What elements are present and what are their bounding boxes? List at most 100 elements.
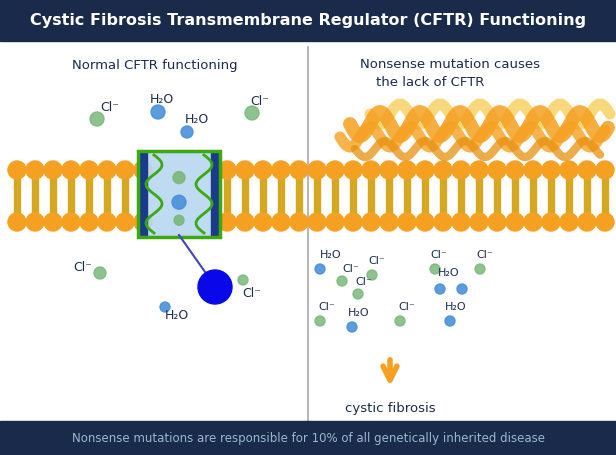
Bar bbox=[584, 179, 590, 197]
Bar bbox=[476, 179, 482, 197]
Circle shape bbox=[98, 213, 116, 232]
Circle shape bbox=[506, 162, 524, 180]
Text: H₂O: H₂O bbox=[445, 301, 467, 311]
Text: cystic fibrosis: cystic fibrosis bbox=[345, 401, 436, 414]
Text: Cystic Fibrosis Transmembrane Regulator (CFTR) Functioning: Cystic Fibrosis Transmembrane Regulator … bbox=[30, 14, 586, 28]
Text: H₂O: H₂O bbox=[348, 307, 370, 317]
Bar bbox=[440, 197, 446, 214]
Circle shape bbox=[290, 162, 308, 180]
Bar bbox=[332, 179, 338, 197]
Bar bbox=[296, 197, 302, 214]
Circle shape bbox=[181, 127, 193, 139]
Bar bbox=[548, 179, 554, 197]
Circle shape bbox=[236, 162, 254, 180]
Bar bbox=[122, 179, 128, 197]
Circle shape bbox=[380, 162, 398, 180]
Circle shape bbox=[578, 162, 596, 180]
Circle shape bbox=[367, 270, 377, 280]
Circle shape bbox=[395, 316, 405, 326]
Bar bbox=[440, 179, 446, 197]
Text: Cl⁻: Cl⁻ bbox=[73, 261, 92, 274]
Bar bbox=[422, 179, 428, 197]
Circle shape bbox=[80, 162, 98, 180]
Text: Nonsense mutation causes: Nonsense mutation causes bbox=[360, 58, 540, 71]
Circle shape bbox=[116, 213, 134, 232]
Bar bbox=[32, 197, 38, 214]
Circle shape bbox=[236, 213, 254, 232]
Bar bbox=[224, 197, 230, 214]
Bar bbox=[494, 197, 500, 214]
Text: Cl⁻: Cl⁻ bbox=[342, 263, 359, 273]
Circle shape bbox=[218, 162, 236, 180]
Text: H₂O: H₂O bbox=[438, 268, 460, 278]
Bar bbox=[350, 179, 356, 197]
Circle shape bbox=[174, 216, 184, 226]
Circle shape bbox=[26, 213, 44, 232]
Circle shape bbox=[416, 213, 434, 232]
Circle shape bbox=[542, 162, 560, 180]
Circle shape bbox=[353, 289, 363, 299]
Circle shape bbox=[80, 213, 98, 232]
Circle shape bbox=[8, 213, 26, 232]
Circle shape bbox=[475, 264, 485, 274]
Circle shape bbox=[398, 162, 416, 180]
Circle shape bbox=[560, 162, 578, 180]
Circle shape bbox=[272, 213, 290, 232]
Bar bbox=[404, 179, 410, 197]
Bar bbox=[530, 197, 536, 214]
Circle shape bbox=[90, 113, 104, 127]
Bar bbox=[512, 179, 518, 197]
Circle shape bbox=[488, 162, 506, 180]
Bar bbox=[314, 179, 320, 197]
Circle shape bbox=[435, 284, 445, 294]
Circle shape bbox=[488, 213, 506, 232]
Circle shape bbox=[452, 213, 470, 232]
Text: the lack of CFTR: the lack of CFTR bbox=[376, 76, 484, 88]
Circle shape bbox=[326, 213, 344, 232]
Bar bbox=[140, 179, 146, 197]
Circle shape bbox=[151, 106, 165, 120]
Circle shape bbox=[596, 213, 614, 232]
Text: Cl⁻: Cl⁻ bbox=[368, 255, 385, 265]
Circle shape bbox=[362, 162, 380, 180]
Bar bbox=[68, 197, 74, 214]
Bar bbox=[50, 197, 56, 214]
Text: H₂O: H₂O bbox=[150, 93, 174, 106]
Bar bbox=[0, 421, 616, 455]
Circle shape bbox=[172, 196, 186, 210]
Bar bbox=[458, 179, 464, 197]
Bar bbox=[50, 179, 56, 197]
Circle shape bbox=[254, 162, 272, 180]
Bar bbox=[32, 179, 38, 197]
Circle shape bbox=[560, 213, 578, 232]
Bar bbox=[86, 179, 92, 197]
Circle shape bbox=[380, 213, 398, 232]
Circle shape bbox=[160, 302, 170, 312]
Circle shape bbox=[470, 213, 488, 232]
Circle shape bbox=[398, 213, 416, 232]
Circle shape bbox=[198, 270, 232, 304]
Bar bbox=[476, 197, 482, 214]
Circle shape bbox=[326, 162, 344, 180]
Bar bbox=[122, 197, 128, 214]
Bar bbox=[138, 152, 220, 238]
Bar bbox=[140, 154, 218, 236]
Bar bbox=[14, 179, 20, 197]
Circle shape bbox=[344, 162, 362, 180]
Text: Cl⁻: Cl⁻ bbox=[355, 276, 371, 286]
Bar bbox=[458, 197, 464, 214]
Bar bbox=[260, 197, 266, 214]
Bar bbox=[296, 179, 302, 197]
Circle shape bbox=[434, 162, 452, 180]
Circle shape bbox=[344, 213, 362, 232]
Bar bbox=[224, 179, 230, 197]
Circle shape bbox=[62, 213, 80, 232]
Circle shape bbox=[116, 162, 134, 180]
Circle shape bbox=[470, 162, 488, 180]
Circle shape bbox=[315, 316, 325, 326]
Bar bbox=[140, 154, 147, 236]
Bar bbox=[566, 179, 572, 197]
Bar bbox=[14, 197, 20, 214]
Circle shape bbox=[238, 275, 248, 285]
Circle shape bbox=[315, 264, 325, 274]
